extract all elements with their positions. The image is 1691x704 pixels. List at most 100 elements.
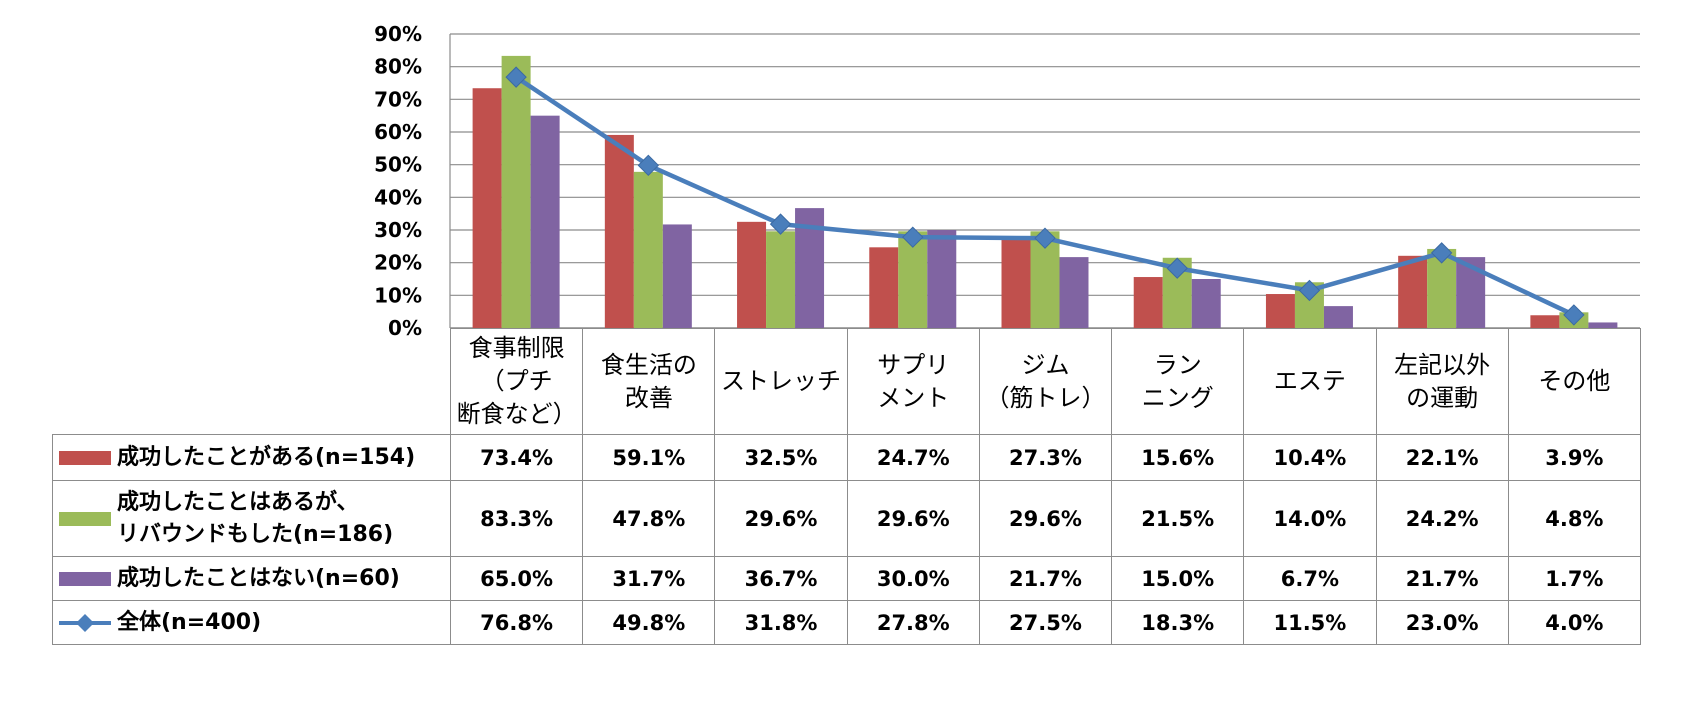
legend-entry: 成功したことがある(n=154): [52, 434, 451, 481]
line-marker-3: [769, 213, 792, 235]
legend-entry: 成功したことはあるが、 リバウンドもした(n=186): [52, 480, 451, 557]
bar-1-5: [1001, 238, 1031, 328]
value-cell: 21.7%: [1375, 556, 1509, 601]
value-cell: 65.0%: [449, 556, 584, 601]
value-cell: 18.3%: [1111, 600, 1245, 645]
value-cell: 6.7%: [1243, 556, 1377, 601]
series-name: 成功したことはあるが、 リバウンドもした(n=186): [117, 489, 394, 547]
value-cell: 31.8%: [714, 600, 848, 645]
y-axis-ticks: 0%10%20%30%40%50%60%70%80%90%: [374, 22, 422, 340]
category-label: サプリ メント: [846, 328, 980, 435]
bar-1-6: [1133, 277, 1163, 328]
bar-1-9: [1530, 315, 1560, 328]
legend-swatch: [59, 511, 111, 526]
category-label: ストレッチ: [714, 328, 848, 435]
line-marker-1: [505, 66, 527, 88]
bar-3-1: [530, 115, 560, 329]
value-cell: 4.0%: [1507, 600, 1641, 645]
category-label: 食事制限 （プチ 断食など）: [449, 328, 584, 435]
table-row: 成功したことはあるが、 リバウンドもした(n=186) 83.3% 47.8% 29.…: [52, 480, 1641, 557]
series-name: 成功したことはない(n=60): [117, 565, 400, 591]
table-corner: [52, 328, 451, 435]
bar-3-7: [1323, 306, 1353, 328]
category-label: エステ: [1243, 328, 1377, 435]
y-tick-label: 90%: [374, 22, 422, 46]
value-cell: 14.0%: [1243, 480, 1377, 557]
legend-swatch: [59, 450, 111, 465]
value-cell: 29.6%: [846, 480, 980, 557]
value-cell: 29.6%: [978, 480, 1113, 557]
line-marker-6: [1166, 257, 1188, 279]
value-cell: 3.9%: [1507, 434, 1641, 481]
category-label: ラン ニング: [1111, 328, 1245, 435]
value-cell: 4.8%: [1507, 480, 1641, 557]
line-marker-2: [637, 154, 660, 177]
line-marker-5: [1034, 227, 1056, 249]
value-cell: 29.6%: [714, 480, 848, 557]
value-cell: 30.0%: [846, 556, 980, 601]
value-cell: 10.4%: [1243, 434, 1377, 481]
legend-entry: 成功したことはない(n=60): [52, 556, 451, 601]
value-cell: 32.5%: [714, 434, 848, 481]
series-name: 全体(n=400): [117, 609, 262, 635]
value-cell: 24.7%: [846, 434, 980, 481]
legend-line-key: [59, 613, 111, 632]
value-cell: 49.8%: [582, 600, 716, 645]
line-marker-7: [1298, 279, 1321, 302]
value-cell: 11.5%: [1243, 600, 1377, 645]
total-line: [505, 66, 1585, 326]
bar-3-6: [1191, 279, 1221, 328]
value-cell: 27.3%: [978, 434, 1113, 481]
y-tick-label: 70%: [374, 87, 422, 111]
category-label: 左記以外 の運動: [1375, 328, 1509, 435]
bar-1-1: [472, 88, 502, 328]
bars: [472, 55, 1618, 329]
bar-3-5: [1059, 257, 1089, 328]
data-table: 食事制限 （プチ 断食など） 食生活の 改善 ストレッチ サプリ メント ジム （筋トレ…: [52, 328, 1641, 645]
y-tick-label: 80%: [374, 55, 422, 79]
value-cell: 59.1%: [582, 434, 716, 481]
value-cell: 22.1%: [1375, 434, 1509, 481]
value-cell: 36.7%: [714, 556, 848, 601]
bar-3-9: [1588, 322, 1618, 328]
bar-2-1: [501, 55, 531, 329]
value-cell: 21.7%: [978, 556, 1113, 601]
value-cell: 73.4%: [449, 434, 584, 481]
value-cell: 1.7%: [1507, 556, 1641, 601]
y-tick-label: 10%: [374, 283, 422, 307]
value-cell: 76.8%: [449, 600, 584, 645]
value-cell: 15.0%: [1111, 556, 1245, 601]
bar-1-2: [604, 134, 634, 328]
category-label: ジム （筋トレ）: [978, 328, 1113, 435]
value-cell: 47.8%: [582, 480, 716, 557]
bar-2-2: [633, 171, 663, 328]
legend-entry: 全体(n=400): [52, 600, 451, 645]
value-cell: 83.3%: [449, 480, 584, 557]
bar-3-4: [927, 230, 957, 328]
value-cell: 27.5%: [978, 600, 1113, 645]
bar-1-3: [737, 221, 767, 328]
y-tick-label: 60%: [374, 120, 422, 144]
bar-1-7: [1265, 294, 1295, 328]
table-row: 成功したことがある(n=154) 73.4% 59.1% 32.5% 24.7% 27.3…: [52, 434, 1641, 481]
table-row: 全体(n=400) 76.8% 49.8% 31.8% 27.8% 27.5% 18.3% 1…: [52, 600, 1641, 645]
value-cell: 24.2%: [1375, 480, 1509, 557]
category-label: その他: [1507, 328, 1641, 435]
series-name: 成功したことがある(n=154): [117, 444, 416, 470]
table-row: 成功したことはない(n=60) 65.0% 31.7% 36.7% 30.0% 21.7%…: [52, 556, 1641, 601]
y-tick-label: 30%: [374, 218, 422, 242]
value-cell: 21.5%: [1111, 480, 1245, 557]
value-cell: 31.7%: [582, 556, 716, 601]
bar-2-3: [766, 231, 796, 328]
line-marker-9: [1563, 304, 1585, 326]
bar-3-2: [662, 224, 692, 328]
value-cell: 23.0%: [1375, 600, 1509, 645]
value-cell: 15.6%: [1111, 434, 1245, 481]
line-marker-4: [902, 226, 924, 248]
bar-1-8: [1398, 255, 1428, 328]
legend-swatch: [59, 571, 111, 586]
value-cell: 27.8%: [846, 600, 980, 645]
bar-1-4: [869, 247, 899, 328]
y-tick-label: 20%: [374, 251, 422, 275]
